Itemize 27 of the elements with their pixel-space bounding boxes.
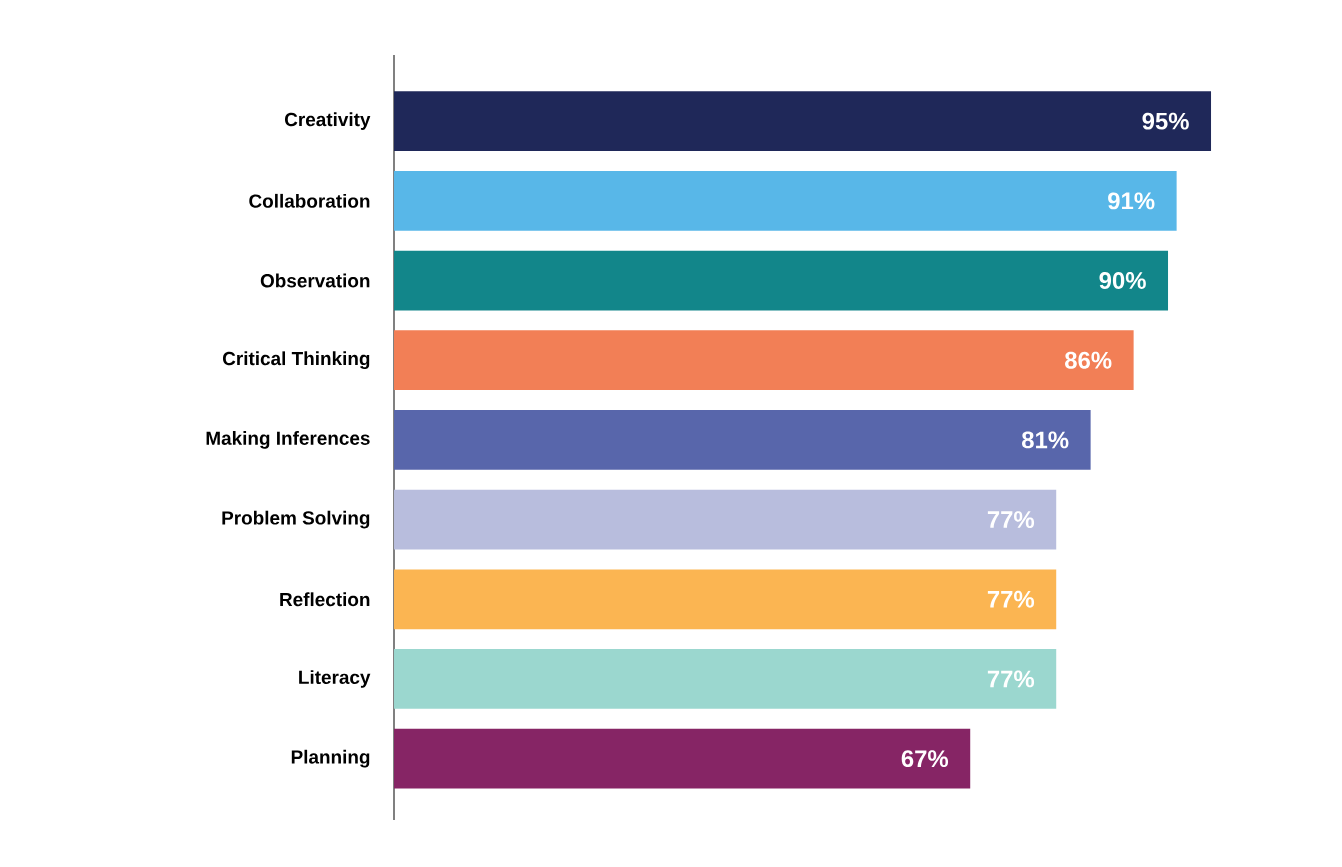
bar bbox=[394, 489, 1057, 550]
y-tick-label: Observation bbox=[260, 273, 370, 288]
data-label: 91% bbox=[1108, 192, 1155, 210]
y-tick-label: Problem Solving bbox=[222, 510, 370, 529]
bar bbox=[394, 170, 1177, 231]
data-label: 90% bbox=[1099, 272, 1146, 289]
y-tick-label: Planning bbox=[291, 749, 370, 768]
y-tick-label: Literacy bbox=[299, 670, 371, 688]
data-label: 86% bbox=[1065, 351, 1112, 369]
bar bbox=[394, 728, 971, 789]
y-tick-label: Collaboration bbox=[249, 193, 370, 208]
bar bbox=[394, 649, 1057, 709]
y-tick-label: Making Inferences bbox=[206, 431, 370, 449]
y-tick-label: Reflection bbox=[280, 592, 370, 607]
bar bbox=[394, 330, 1134, 391]
data-label: 95% bbox=[1142, 112, 1189, 130]
data-label: 77% bbox=[987, 590, 1035, 608]
data-label: 67% bbox=[901, 750, 949, 768]
bar bbox=[394, 250, 1169, 311]
y-tick-label: Creativity bbox=[285, 112, 371, 130]
bar bbox=[394, 410, 1091, 470]
data-label: 81% bbox=[1022, 431, 1069, 449]
bar bbox=[394, 569, 1057, 630]
bar bbox=[394, 91, 1212, 152]
data-label: 77% bbox=[987, 511, 1035, 528]
data-label: 77% bbox=[987, 670, 1035, 688]
y-tick-label: Critical Thinking bbox=[222, 351, 370, 370]
